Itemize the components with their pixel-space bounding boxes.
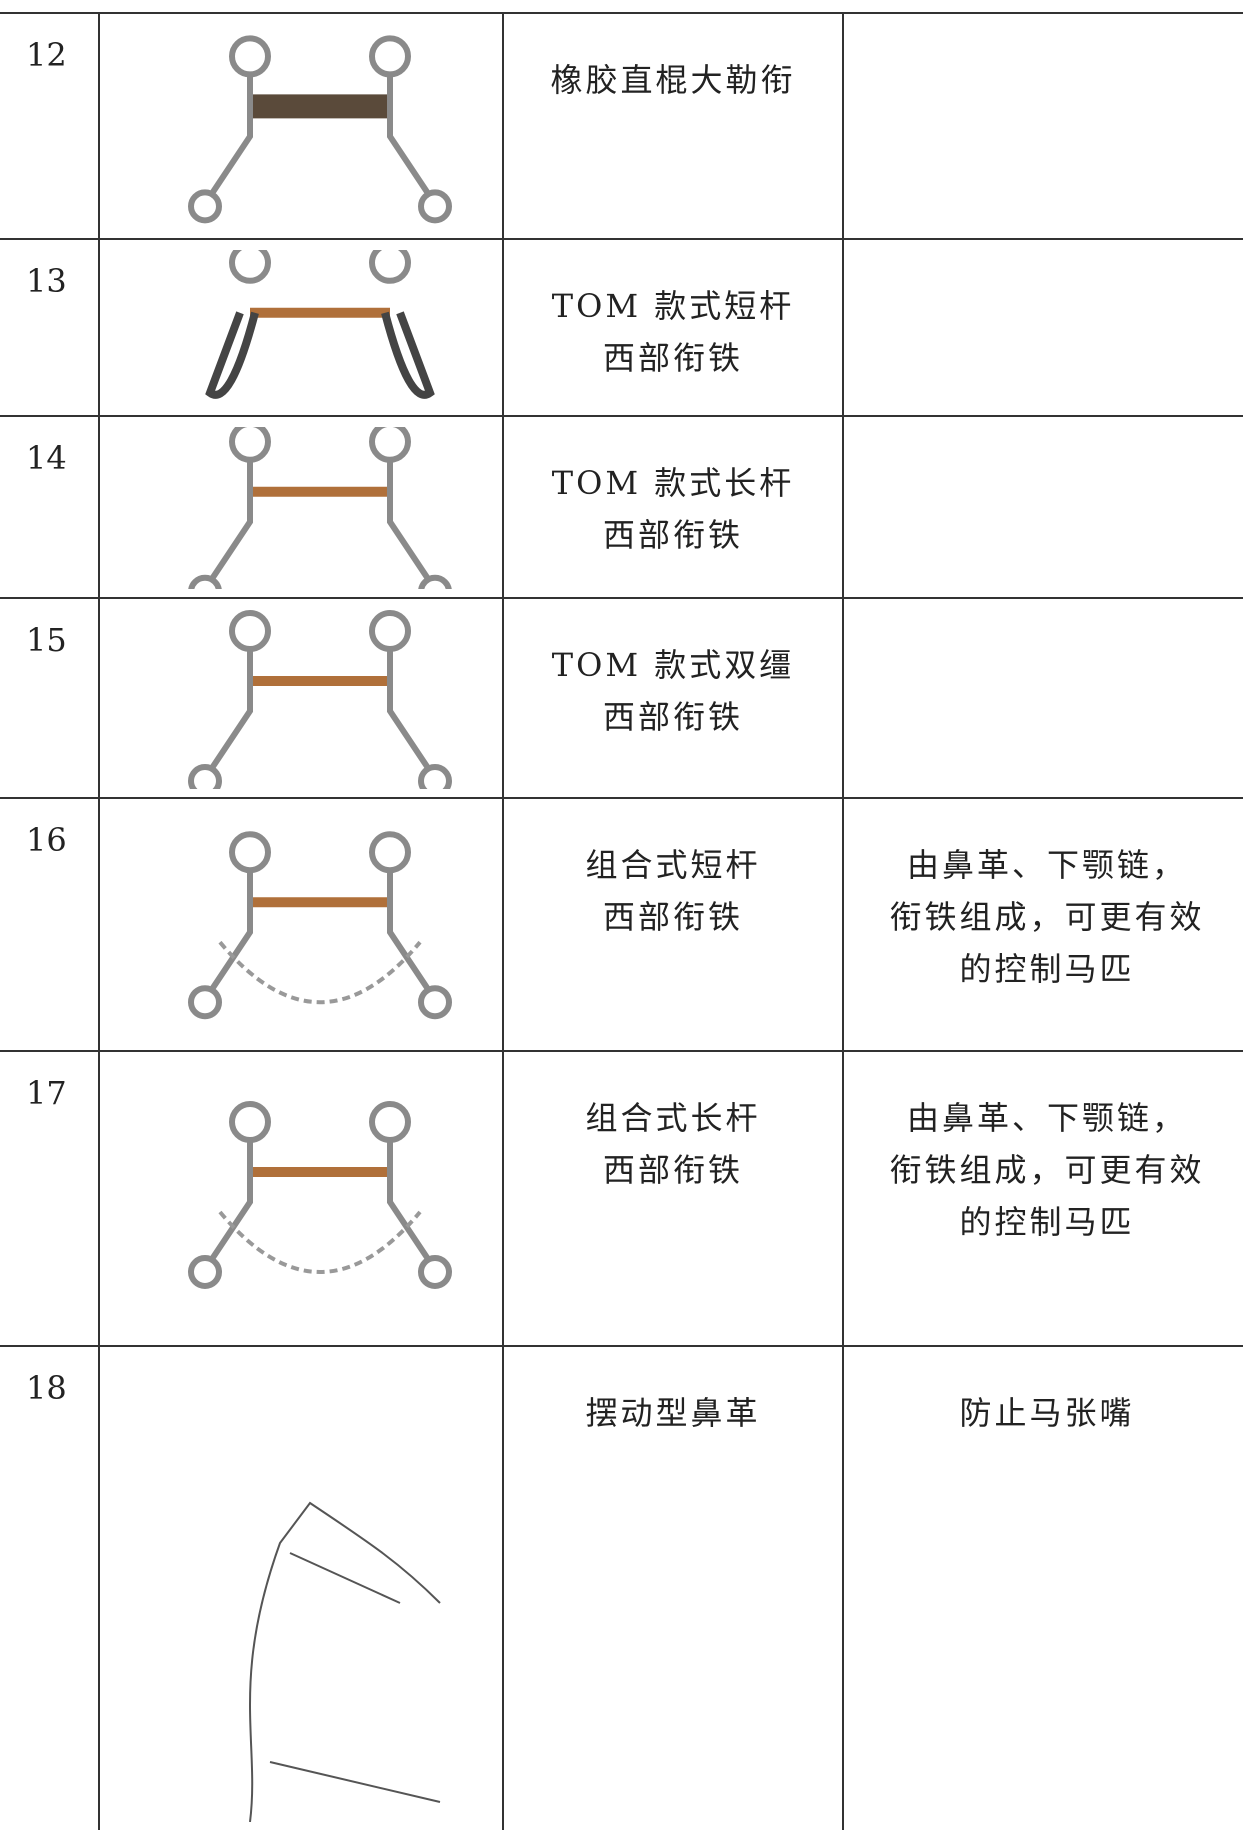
item-name-line: 西部衔铁 xyxy=(602,516,743,554)
table-row: 15 TOM 款式双缰 西部衔铁 xyxy=(0,597,1243,797)
item-image xyxy=(188,1101,452,1289)
table-row: 14 TOM 款式长杆 西部衔铁 xyxy=(0,415,1243,597)
item-description xyxy=(844,417,1243,457)
item-name: 组合式短杆 西部衔铁 xyxy=(504,799,842,943)
number-cell: 17 xyxy=(0,1052,98,1345)
image-cell xyxy=(98,799,502,1050)
item-description-cell: 防止马张嘴 xyxy=(842,1347,1243,1830)
table-row: 13 TOM 款式短杆 西部衔铁 xyxy=(0,238,1243,415)
item-description-cell xyxy=(842,14,1243,238)
item-name: TOM 款式长杆 西部衔铁 xyxy=(504,417,842,561)
item-name-line: TOM 款式短杆 xyxy=(551,287,795,325)
item-name-cell: TOM 款式长杆 西部衔铁 xyxy=(502,417,842,597)
image-cell xyxy=(98,1347,502,1830)
item-name-cell: TOM 款式短杆 西部衔铁 xyxy=(502,240,842,415)
item-name-line: 组合式长杆 xyxy=(585,1099,761,1137)
item-name: TOM 款式短杆 西部衔铁 xyxy=(504,240,842,384)
item-name: 组合式长杆 西部衔铁 xyxy=(504,1052,842,1196)
image-cell xyxy=(98,599,502,797)
number-cell: 14 xyxy=(0,417,98,597)
item-name: 摆动型鼻革 xyxy=(504,1347,842,1439)
item-name-line: 西部衔铁 xyxy=(602,698,743,736)
item-name-line: 西部衔铁 xyxy=(602,1151,743,1189)
item-description-line: 衔铁组成，可更有效 xyxy=(889,1151,1205,1189)
image-cell xyxy=(98,417,502,597)
item-image xyxy=(249,1501,441,1822)
item-description-line: 的控制马匹 xyxy=(959,1203,1135,1241)
item-image xyxy=(188,610,452,789)
table-row: 17 组合式长杆西部衔铁 由鼻革、下颚链， 衔铁组成，可更有效 的控制马匹 xyxy=(0,1050,1243,1345)
number-cell: 12 xyxy=(0,14,98,238)
number-cell: 15 xyxy=(0,599,98,797)
item-name: TOM 款式双缰 西部衔铁 xyxy=(504,599,842,743)
row-number: 18 xyxy=(26,1369,67,1407)
item-name-line: 摆动型鼻革 xyxy=(585,1394,761,1432)
item-name-line: 组合式短杆 xyxy=(585,846,761,884)
row-number: 17 xyxy=(26,1074,67,1112)
item-description-line: 的控制马匹 xyxy=(959,950,1135,988)
item-name-cell: 组合式长杆 西部衔铁 xyxy=(502,1052,842,1345)
item-description-line: 由鼻革、下颚链， xyxy=(906,846,1187,884)
image-cell xyxy=(98,1052,502,1345)
item-image xyxy=(205,250,435,399)
item-description xyxy=(844,599,1243,639)
number-cell: 13 xyxy=(0,240,98,415)
item-description-line: 防止马张嘴 xyxy=(959,1394,1135,1432)
item-name-cell: 摆动型鼻革 xyxy=(502,1347,842,1830)
item-description: 由鼻革、下颚链， 衔铁组成，可更有效 的控制马匹 xyxy=(844,1052,1243,1248)
item-description-line: 由鼻革、下颚链， xyxy=(906,1099,1187,1137)
item-description-cell: 由鼻革、下颚链， 衔铁组成，可更有效 的控制马匹 xyxy=(842,799,1243,1050)
item-image xyxy=(188,427,452,589)
item-name-line: 橡胶直棍大勒衔 xyxy=(550,61,796,99)
table-row: 18 摆动型鼻革 防止马张嘴 xyxy=(0,1345,1243,1830)
row-number: 13 xyxy=(26,262,67,300)
item-description-line: 衔铁组成，可更有效 xyxy=(889,898,1205,936)
image-cell xyxy=(98,240,502,415)
item-name-line: 西部衔铁 xyxy=(602,339,743,377)
number-cell: 18 xyxy=(0,1347,98,1830)
item-description: 防止马张嘴 xyxy=(844,1347,1243,1439)
item-description: 由鼻革、下颚链， 衔铁组成，可更有效 的控制马匹 xyxy=(844,799,1243,995)
table-row: 16 组合式短杆西部衔铁 由鼻革、下颚链， 衔铁组成，可更有效 的控制马匹 xyxy=(0,797,1243,1050)
item-description-cell xyxy=(842,240,1243,415)
item-name-line: TOM 款式双缰 xyxy=(551,646,795,684)
row-number: 16 xyxy=(26,821,67,859)
item-description xyxy=(844,240,1243,280)
item-name: 橡胶直棍大勒衔 xyxy=(504,14,842,106)
item-name-cell: 组合式短杆 西部衔铁 xyxy=(502,799,842,1050)
item-description-cell: 由鼻革、下颚链， 衔铁组成，可更有效 的控制马匹 xyxy=(842,1052,1243,1345)
table-row: 12 橡胶直棍大勒衔 xyxy=(0,12,1243,238)
item-description-cell xyxy=(842,417,1243,597)
number-cell: 16 xyxy=(0,799,98,1050)
item-image xyxy=(188,831,452,1020)
row-number: 15 xyxy=(26,621,67,659)
item-description-cell xyxy=(842,599,1243,797)
image-cell xyxy=(98,14,502,238)
item-name-line: 西部衔铁 xyxy=(602,898,743,936)
item-image xyxy=(188,35,452,224)
row-number: 14 xyxy=(26,439,67,477)
item-name-cell: TOM 款式双缰 西部衔铁 xyxy=(502,599,842,797)
item-name-line: TOM 款式长杆 xyxy=(551,464,795,502)
row-number: 12 xyxy=(26,36,67,74)
item-name-cell: 橡胶直棍大勒衔 xyxy=(502,14,842,238)
item-description xyxy=(844,14,1243,54)
